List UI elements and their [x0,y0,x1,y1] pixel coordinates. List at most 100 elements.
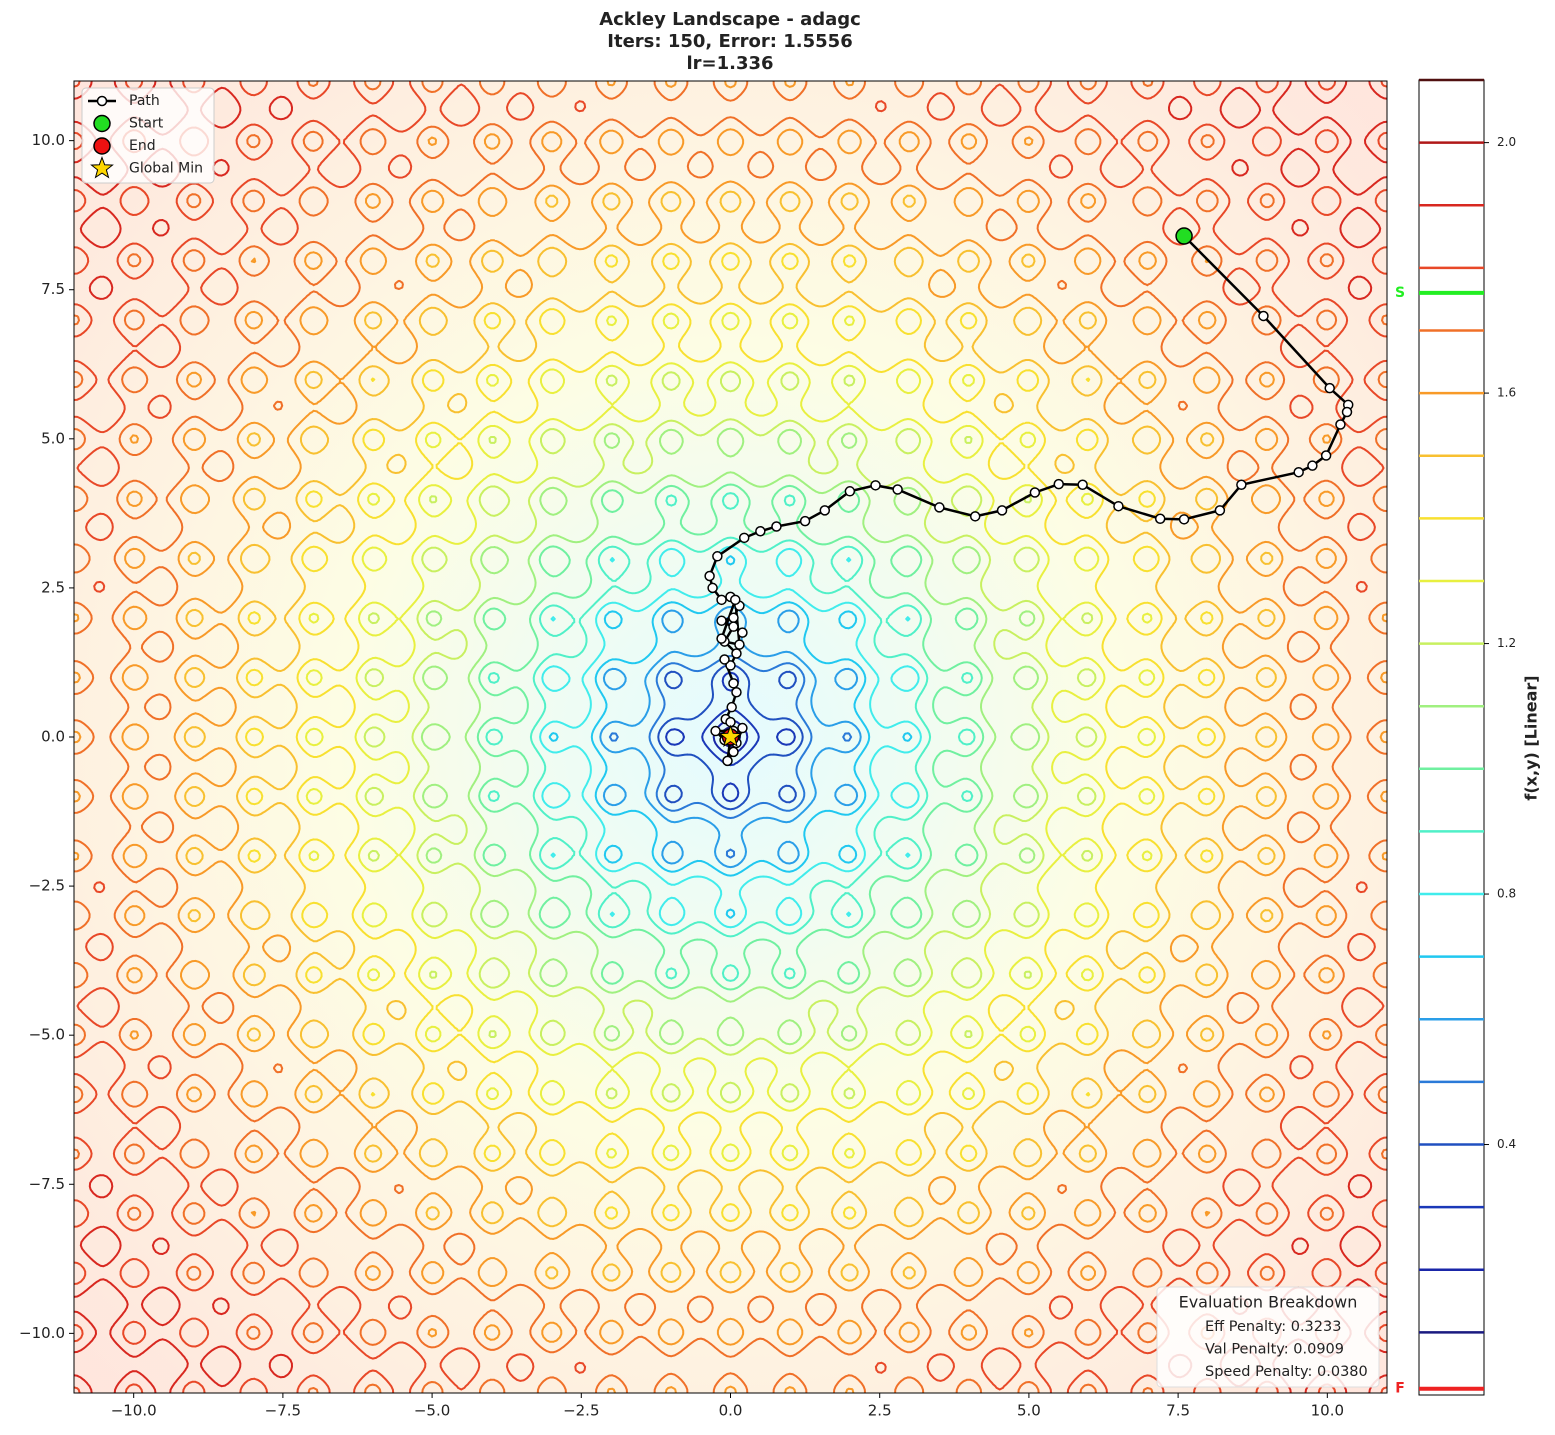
path-point [1113,500,1124,512]
y-tick-label: 10.0 [32,131,65,149]
path-point [1077,479,1088,490]
path-point [799,515,811,527]
path-point [728,621,739,632]
contours [74,81,1387,1393]
title-line: lr=1.336 [686,53,773,74]
contour-line [657,663,804,811]
colorbar-label: f(x,y) [Linear] [1522,675,1541,800]
path-point [1341,406,1353,418]
legend-swatch [93,114,111,133]
colorbar-tick-label: 1.2 [1497,636,1516,650]
path-point [704,570,715,582]
y-tick-label: −7.5 [29,1175,65,1193]
overlay [704,227,1354,767]
path-point [892,484,903,495]
path-point [731,687,742,698]
contour-line [539,545,922,929]
contour-line [608,615,853,859]
y-tick-label: −10.0 [19,1324,65,1342]
path-point [1258,310,1269,322]
path-point [728,678,739,689]
colorbar-frame [1418,79,1485,1396]
x-tick-label: −7.5 [265,1402,301,1420]
x-tick-label: 10.0 [1311,1402,1344,1420]
path-point [1293,466,1304,478]
path-point [726,701,737,713]
y-tick-label: 0.0 [41,728,65,746]
title-line: Iters: 150, Error: 1.5556 [607,31,852,52]
path-point [722,755,733,767]
path-point [725,660,736,671]
contour-line [74,81,1387,1393]
legend-swatch [96,95,108,107]
evaluation-line: Val Penalty: 0.0909 [1205,1342,1344,1358]
evaluation-title: Evaluation Breakdown [1179,1293,1358,1312]
evaluation-line: Speed Penalty: 0.0380 [1205,1364,1368,1380]
colorbar-tick-label: 1.6 [1497,386,1516,400]
colorbar-marker-label: S [1395,285,1405,301]
path-point [969,511,981,522]
x-tick-label: 7.5 [1166,1402,1190,1420]
y-tick-label: 2.5 [41,578,65,596]
path-point [996,505,1008,516]
contour-line [420,427,1041,1047]
legend-label: Start [129,116,164,132]
path-point [1335,419,1346,430]
path-line [708,235,1350,762]
path-point [819,505,831,516]
legend-label: Path [129,93,160,109]
path-point [716,633,727,644]
path-point [771,521,782,532]
path-point [870,480,881,491]
path-point [1178,514,1190,525]
x-tick-label: −5.0 [414,1402,450,1420]
legend-swatch [90,156,114,179]
path-point [934,502,945,513]
legend-label: End [129,138,156,154]
y-tick-label: 5.0 [41,429,65,447]
contour-line [476,483,985,991]
path-point [1029,487,1041,498]
colorbar-marker-label: F [1395,1381,1405,1397]
path-point [755,526,766,537]
evaluation-line: Eff Penalty: 0.3233 [1205,1319,1341,1335]
contour-line [485,492,976,982]
path-point [707,582,718,594]
y-tick-label: 7.5 [41,280,65,298]
x-tick-label: 2.5 [868,1402,892,1420]
x-tick-label: 0.0 [719,1402,743,1420]
path-point [1236,479,1247,490]
y-tick-label: −2.5 [29,877,65,895]
contour-line [599,605,862,869]
path-point [728,746,739,758]
y-tick-label: −5.0 [29,1026,65,1044]
title-line: Ackley Landscape - adagc [599,9,861,30]
contour-line [548,555,913,919]
colorbar-tick-label: 0.4 [1497,1137,1516,1151]
contour-line [183,190,1278,1284]
path-point [1307,460,1318,471]
path-point [844,486,856,497]
legend-box [81,87,215,184]
contour-line [305,311,1156,1163]
path-point [712,551,723,562]
path-point [737,627,748,638]
path-point [1053,478,1064,490]
path-point [734,639,745,650]
contour-line [363,370,1098,1104]
path-point [710,725,721,737]
path-point [716,594,727,606]
contour-line [74,81,1387,1393]
x-tick-label: −10.0 [111,1402,157,1420]
evaluation-box [1156,1286,1380,1388]
colorbar-tick-label: 2.0 [1497,135,1516,149]
path-point [728,612,739,623]
legend-label: Global Min [129,161,203,177]
path-point [737,722,748,734]
path-point [719,654,730,665]
colorbar-tick-label: 0.8 [1497,887,1516,901]
legend-swatch [93,137,111,155]
x-tick-label: 5.0 [1017,1402,1041,1420]
